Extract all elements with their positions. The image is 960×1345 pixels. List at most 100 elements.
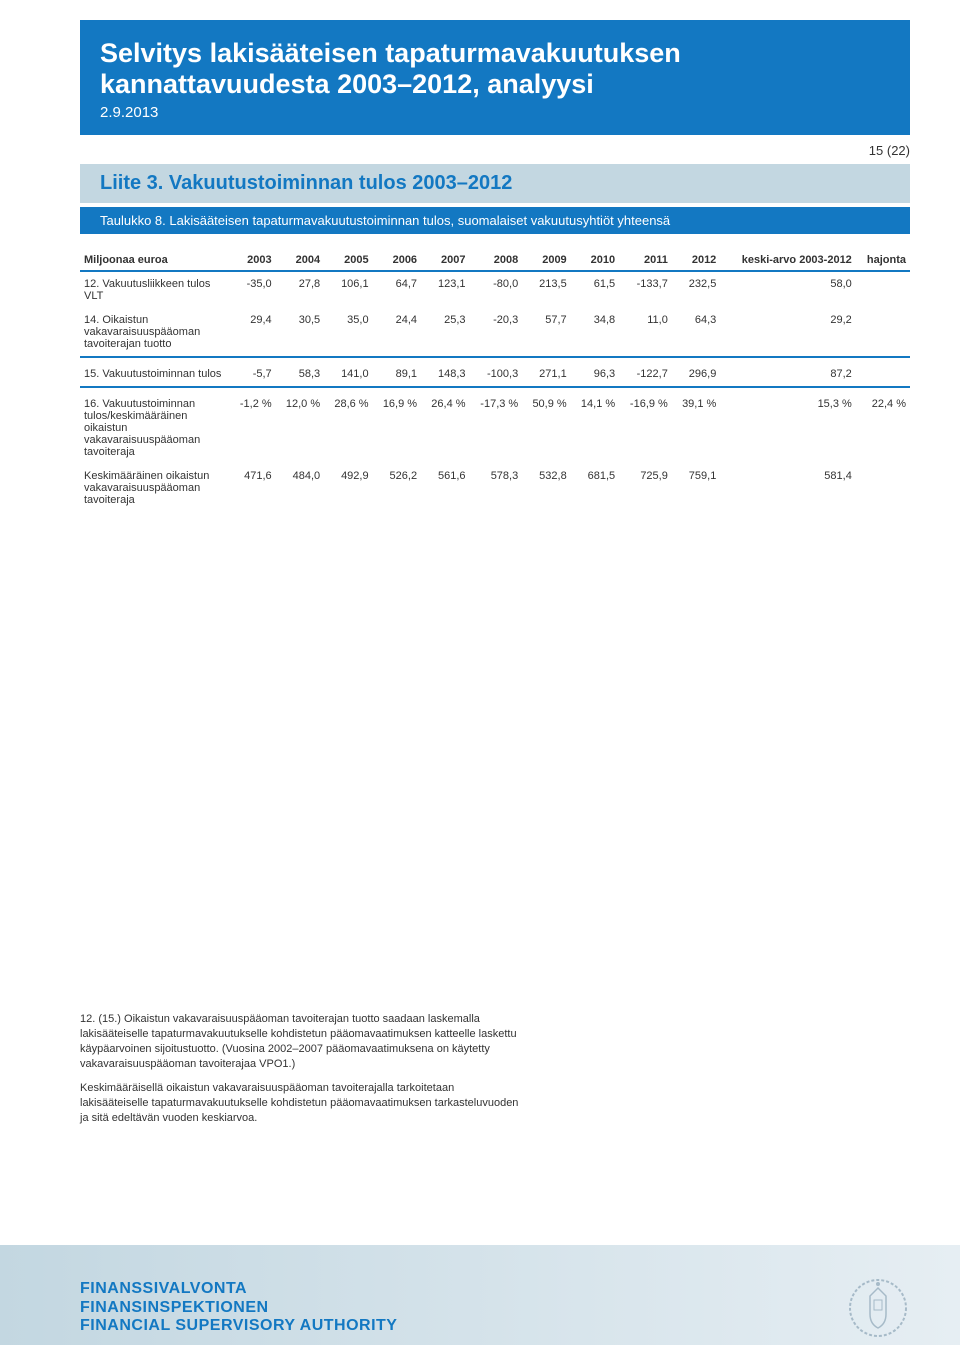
table-row: 16. Vakuutustoiminnan tulos/keskimääräin…	[80, 387, 910, 464]
col-header: 2008	[470, 250, 523, 271]
row-label: Keskimääräinen oikaistun vakavaraisuuspä…	[80, 464, 230, 512]
appendix-heading-block: Liite 3. Vakuutustoiminnan tulos 2003–20…	[80, 164, 910, 203]
cell: -20,3	[470, 308, 523, 357]
cell: 57,7	[522, 308, 570, 357]
cell: 64,7	[373, 271, 421, 308]
table-header-row: Miljoonaa euroa 2003 2004 2005 2006 2007…	[80, 250, 910, 271]
authority-line: FINANSINSPEKTIONEN	[80, 1299, 269, 1316]
cell: -133,7	[619, 271, 672, 308]
table-row: 12. Vakuutusliikkeen tulos VLT -35,0 27,…	[80, 271, 910, 308]
cell: 22,4 %	[856, 387, 910, 464]
col-header: 2009	[522, 250, 570, 271]
footnote-paragraph: 12. (15.) Oikaistun vakavaraisuuspääoman…	[80, 1012, 520, 1071]
cell: 64,3	[672, 308, 720, 357]
cell: 29,4	[230, 308, 276, 357]
col-header: 2012	[672, 250, 720, 271]
col-header: 2006	[373, 250, 421, 271]
cell: -5,7	[230, 357, 276, 387]
cell: 14,1 %	[571, 387, 619, 464]
authority-line: FINANCIAL SUPERVISORY AUTHORITY	[80, 1317, 397, 1334]
title-line-2: kannattavuudesta 2003–2012, analyysi	[100, 69, 594, 99]
cell: 471,6	[230, 464, 276, 512]
cell: -17,3 %	[470, 387, 523, 464]
col-header: 2010	[571, 250, 619, 271]
cell: 759,1	[672, 464, 720, 512]
cell: 581,4	[720, 464, 856, 512]
cell: -35,0	[230, 271, 276, 308]
cell	[856, 271, 910, 308]
cell: 492,9	[324, 464, 372, 512]
cell: 25,3	[421, 308, 469, 357]
appendix-heading: Liite 3. Vakuutustoiminnan tulos 2003–20…	[100, 172, 512, 194]
cell: 30,5	[276, 308, 324, 357]
cell: 141,0	[324, 357, 372, 387]
cell	[856, 464, 910, 512]
cell: 58,3	[276, 357, 324, 387]
table-title: Taulukko 8. Lakisääteisen tapaturmavakuu…	[100, 213, 670, 228]
row-label: 12. Vakuutusliikkeen tulos VLT	[80, 271, 230, 308]
row-label: 14. Oikaistun vakavaraisuuspääoman tavoi…	[80, 308, 230, 357]
cell: 50,9 %	[522, 387, 570, 464]
col-header: 2007	[421, 250, 469, 271]
col-header: 2011	[619, 250, 672, 271]
cell: 106,1	[324, 271, 372, 308]
table-title-block: Taulukko 8. Lakisääteisen tapaturmavakuu…	[80, 207, 910, 234]
cell: 526,2	[373, 464, 421, 512]
page-footer: FINANSSIVALVONTA FINANSINSPEKTIONEN FINA…	[0, 1245, 960, 1345]
cell: 35,0	[324, 308, 372, 357]
page-number: 15 (22)	[80, 143, 910, 158]
footnotes: 12. (15.) Oikaistun vakavaraisuuspääoman…	[80, 1012, 520, 1126]
cell: 725,9	[619, 464, 672, 512]
cell: 11,0	[619, 308, 672, 357]
col-header: hajonta	[856, 250, 910, 271]
cell: -122,7	[619, 357, 672, 387]
cell	[856, 357, 910, 387]
cell: 578,3	[470, 464, 523, 512]
table-row: Keskimääräinen oikaistun vakavaraisuuspä…	[80, 464, 910, 512]
title-line-1: Selvitys lakisääteisen tapaturmavakuutuk…	[100, 38, 681, 68]
cell: 24,4	[373, 308, 421, 357]
cell: 26,4 %	[421, 387, 469, 464]
cell: 271,1	[522, 357, 570, 387]
cell: 96,3	[571, 357, 619, 387]
cell: 681,5	[571, 464, 619, 512]
cell: 28,6 %	[324, 387, 372, 464]
document-date: 2.9.2013	[100, 104, 890, 121]
cell: 29,2	[720, 308, 856, 357]
table-row: 15. Vakuutustoiminnan tulos -5,7 58,3 14…	[80, 357, 910, 387]
col-header: 2005	[324, 250, 372, 271]
cell: 89,1	[373, 357, 421, 387]
authority-name: FINANSSIVALVONTA FINANSINSPEKTIONEN FINA…	[80, 1280, 397, 1335]
cell: -1,2 %	[230, 387, 276, 464]
cell: 532,8	[522, 464, 570, 512]
document-header: Selvitys lakisääteisen tapaturmavakuutuk…	[80, 20, 910, 135]
cell: 15,3 %	[720, 387, 856, 464]
cell: 123,1	[421, 271, 469, 308]
authority-line: FINANSSIVALVONTA	[80, 1280, 247, 1297]
cell: -16,9 %	[619, 387, 672, 464]
cell: -80,0	[470, 271, 523, 308]
cell: 213,5	[522, 271, 570, 308]
cell: -100,3	[470, 357, 523, 387]
crest-icon	[846, 1276, 910, 1340]
cell: 61,5	[571, 271, 619, 308]
col-header: keski-arvo 2003-2012	[720, 250, 856, 271]
cell: 87,2	[720, 357, 856, 387]
cell	[856, 308, 910, 357]
cell: 16,9 %	[373, 387, 421, 464]
cell: 484,0	[276, 464, 324, 512]
cell: 27,8	[276, 271, 324, 308]
col-header: Miljoonaa euroa	[80, 250, 230, 271]
footnote-paragraph: Keskimääräisellä oikaistun vakavaraisuus…	[80, 1081, 520, 1126]
row-label: 15. Vakuutustoiminnan tulos	[80, 357, 230, 387]
data-table: Miljoonaa euroa 2003 2004 2005 2006 2007…	[80, 250, 910, 512]
cell: 296,9	[672, 357, 720, 387]
cell: 39,1 %	[672, 387, 720, 464]
col-header: 2004	[276, 250, 324, 271]
cell: 148,3	[421, 357, 469, 387]
table-row: 14. Oikaistun vakavaraisuuspääoman tavoi…	[80, 308, 910, 357]
cell: 58,0	[720, 271, 856, 308]
cell: 34,8	[571, 308, 619, 357]
row-label: 16. Vakuutustoiminnan tulos/keskimääräin…	[80, 387, 230, 464]
document-title: Selvitys lakisääteisen tapaturmavakuutuk…	[100, 38, 890, 100]
